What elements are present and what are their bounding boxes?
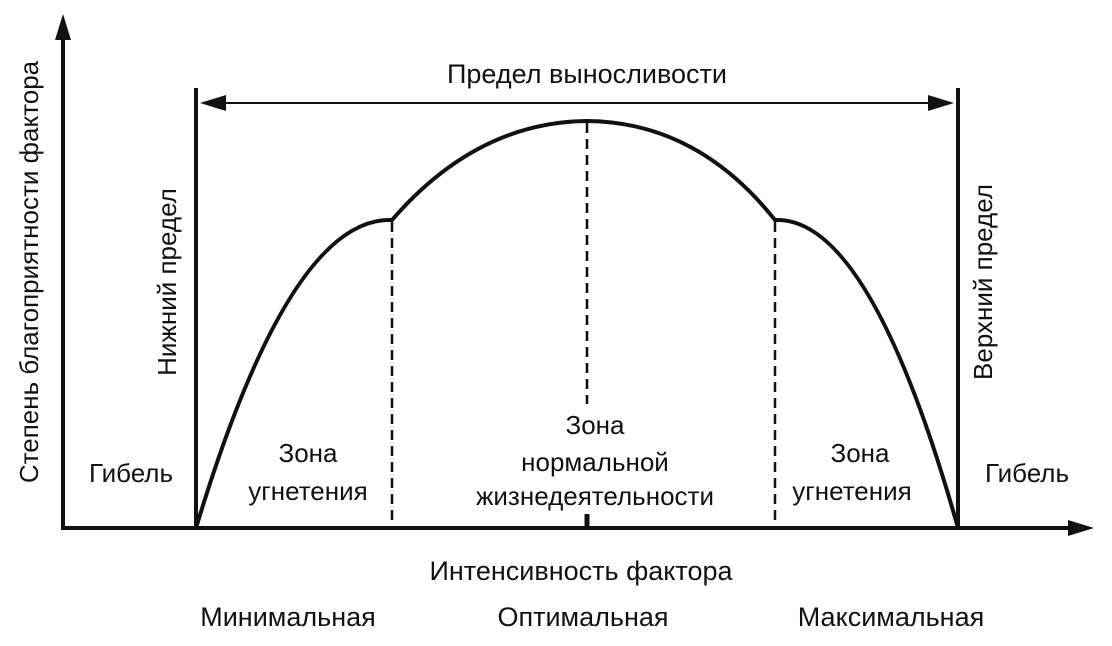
- y-axis-label: Степень благоприятности фактора: [14, 60, 44, 483]
- tolerance-arrow-left-head: [200, 95, 226, 111]
- tolerance-range-label: Предел выносливости: [447, 59, 727, 89]
- intensity-level-minimal: Минимальная: [200, 602, 376, 632]
- zone-normal-line-3: жизнедеятельности: [476, 481, 714, 511]
- intensity-level-maximal: Максимальная: [798, 602, 984, 632]
- death-right-label: Гибель: [985, 458, 1069, 488]
- y-axis-arrowhead: [55, 14, 71, 40]
- tolerance-curve: [194, 118, 960, 529]
- tolerance-arrow-right-head: [928, 95, 954, 111]
- zone-right-oppression-line-1: Зона: [831, 438, 891, 468]
- death-left-label: Гибель: [89, 458, 173, 488]
- zone-normal-line-2: нормальной: [521, 447, 669, 477]
- x-axis-label: Интенсивность фактора: [429, 556, 733, 586]
- zone-normal-line-1: Зона: [566, 410, 626, 440]
- zone-right-oppression-line-2: угнетения: [792, 476, 911, 506]
- upper-limit-label: Верхний предел: [968, 184, 998, 380]
- zone-left-oppression-line-1: Зона: [279, 438, 339, 468]
- lower-limit-label: Нижний предел: [152, 188, 182, 376]
- zone-left-oppression-line-2: угнетения: [248, 476, 367, 506]
- intensity-level-optimal: Оптимальная: [497, 602, 668, 632]
- x-axis-arrowhead: [1068, 520, 1094, 536]
